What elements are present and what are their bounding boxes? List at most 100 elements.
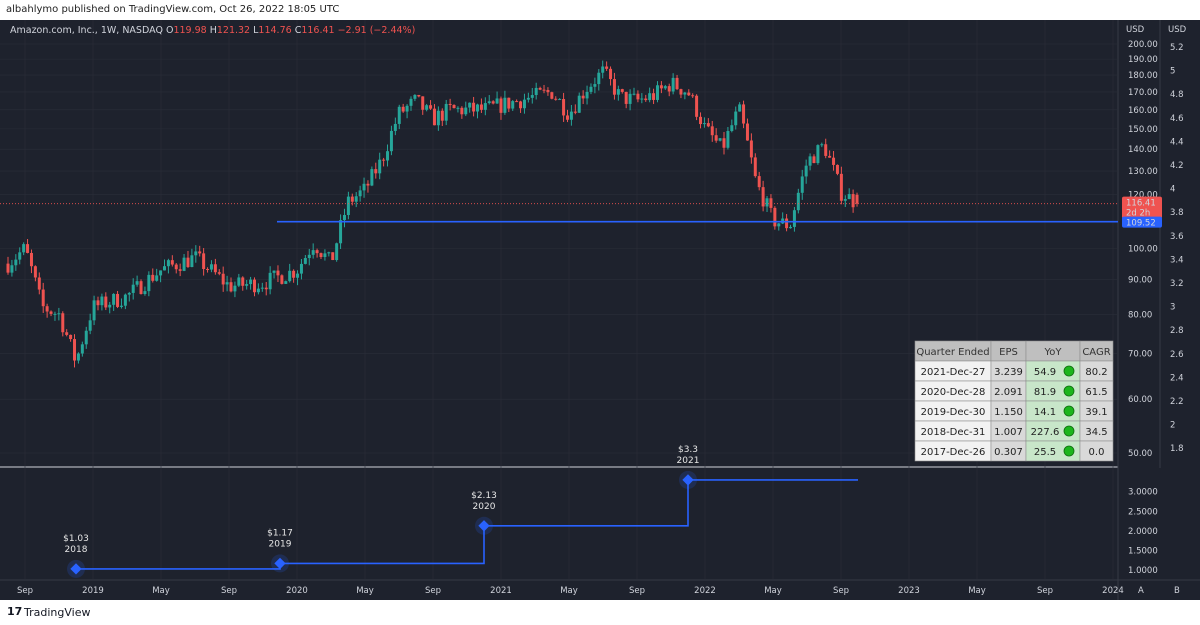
table-cell-text: 54.9 xyxy=(1034,367,1056,378)
candle xyxy=(401,103,405,113)
candle xyxy=(315,248,319,258)
candle-body xyxy=(835,164,839,174)
candle xyxy=(785,214,789,232)
candle xyxy=(335,242,339,262)
candle-body xyxy=(460,107,464,115)
candle xyxy=(440,108,444,127)
candle-body xyxy=(702,123,706,125)
candle-body xyxy=(440,110,444,121)
y-tick-label: 140.00 xyxy=(1128,145,1158,155)
candle-body xyxy=(808,156,812,166)
candle xyxy=(519,100,523,113)
candle xyxy=(479,98,483,113)
candle xyxy=(659,81,663,94)
candle-body xyxy=(303,258,307,264)
candle-body xyxy=(824,144,828,156)
candle-body xyxy=(159,270,163,276)
candle-body xyxy=(370,169,374,186)
x-tick-label: May xyxy=(560,586,578,596)
tradingview-brand: TradingView xyxy=(24,606,91,619)
auto-scale-button[interactable]: A xyxy=(1138,586,1144,596)
candle-body xyxy=(663,86,667,89)
candle xyxy=(331,252,335,261)
header-part: Amazon.com, Inc., 1W, NASDAQ xyxy=(10,25,166,36)
candle-body xyxy=(413,94,417,99)
candle-body xyxy=(272,270,276,273)
candle-body xyxy=(773,207,777,227)
eps-value-label: $2.13 xyxy=(471,491,497,501)
candle xyxy=(565,109,569,123)
candle-body xyxy=(581,95,585,99)
candle-body xyxy=(393,123,397,131)
status-dot-icon xyxy=(1063,445,1075,457)
table-header-label: Quarter Ended xyxy=(916,347,989,358)
candle-body xyxy=(237,277,241,286)
y-tick-label: 200.00 xyxy=(1128,40,1158,50)
candle xyxy=(127,291,131,302)
candle-body xyxy=(550,92,554,99)
candle-body xyxy=(828,155,832,158)
candle xyxy=(612,72,616,100)
candle-body xyxy=(769,198,773,208)
y2-tick-label: 2.2 xyxy=(1170,397,1184,407)
candle-body xyxy=(749,140,753,158)
candle xyxy=(155,268,159,282)
candle xyxy=(135,275,139,287)
candle xyxy=(61,311,65,337)
candle xyxy=(288,263,292,283)
candle xyxy=(738,102,742,112)
eps-year-label: 2020 xyxy=(473,502,496,512)
candle-body xyxy=(432,108,436,126)
candle xyxy=(14,254,18,271)
candle-body xyxy=(209,264,213,270)
left-axis-unit-label: USD xyxy=(1126,25,1145,35)
candle xyxy=(761,180,765,212)
candle xyxy=(769,194,773,213)
candle-body xyxy=(511,101,515,109)
candle xyxy=(589,83,593,95)
candle xyxy=(675,74,679,91)
candle xyxy=(722,131,726,155)
candle xyxy=(10,259,14,277)
candle xyxy=(843,195,847,208)
candle xyxy=(280,274,284,285)
candle xyxy=(757,171,761,191)
x-tick-label: 2021 xyxy=(490,586,512,596)
candle-body xyxy=(816,145,820,164)
table-cell xyxy=(1079,440,1114,462)
candle xyxy=(319,252,323,260)
candle-body xyxy=(14,259,18,266)
candle xyxy=(832,151,836,171)
table-cell-text: 34.5 xyxy=(1085,427,1107,438)
bar-countdown: 2d 2h xyxy=(1126,209,1150,219)
y2-tick-label: 3.6 xyxy=(1170,232,1184,242)
candle xyxy=(734,106,738,130)
table-cell-text: 81.9 xyxy=(1034,387,1056,398)
candle xyxy=(444,99,448,126)
candle xyxy=(292,269,296,283)
candle xyxy=(256,283,260,295)
candle-body xyxy=(339,220,343,244)
candle-body xyxy=(96,300,100,306)
candle xyxy=(593,77,597,94)
candle-body xyxy=(386,151,390,161)
candle xyxy=(511,100,515,111)
candle-body xyxy=(245,284,249,286)
log-scale-button[interactable]: B xyxy=(1174,586,1180,596)
table-cell-text: 2018-Dec-31 xyxy=(921,427,986,438)
y2-tick-label: 3.4 xyxy=(1170,255,1184,265)
header-part: C xyxy=(295,25,302,36)
candle-body xyxy=(804,165,808,177)
line-value: 109.52 xyxy=(1126,219,1156,229)
candle xyxy=(276,265,280,283)
candle-body xyxy=(648,93,652,101)
y-tick-label: 50.00 xyxy=(1128,449,1152,459)
line-value-tag xyxy=(1122,216,1162,228)
y-tick-label: 80.00 xyxy=(1128,310,1152,320)
publisher-bar: albahlymo published on TradingView.com, … xyxy=(0,0,1200,20)
candle-body xyxy=(166,260,170,267)
table-cell-text: 2.091 xyxy=(994,387,1023,398)
candle-body xyxy=(745,123,749,141)
candle-body xyxy=(452,104,456,109)
